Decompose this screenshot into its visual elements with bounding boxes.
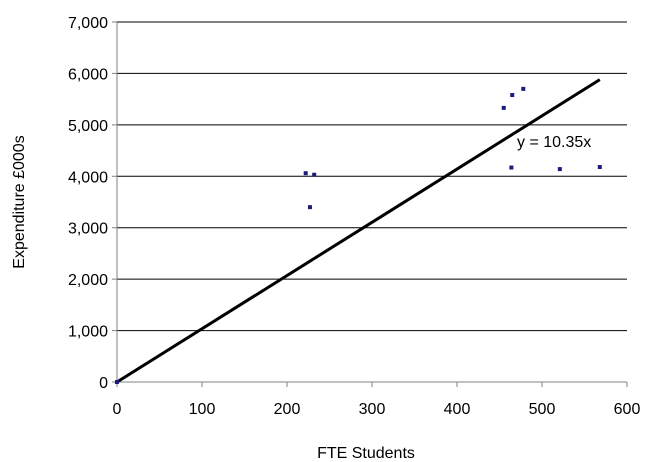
x-tick-label-1: 100 [189, 401, 216, 418]
x-tick-label-6: 600 [614, 401, 641, 418]
data-point-0-1 [303, 171, 308, 176]
data-point-0-8 [557, 167, 562, 172]
data-point-0-5 [509, 165, 514, 170]
y-tick-label-5: 5,000 [68, 118, 108, 135]
data-point-0-3 [312, 172, 317, 177]
x-tick-label-5: 500 [529, 401, 556, 418]
data-point-0-2 [307, 205, 312, 210]
data-points [115, 86, 602, 384]
y-tick-label-4: 4,000 [68, 169, 108, 186]
y-tick-label-6: 6,000 [68, 66, 108, 83]
data-point-0-7 [521, 86, 526, 91]
y-tick-label-7: 7,000 [68, 15, 108, 32]
tick-labels: 0 1,000 2,000 3,000 4,000 5,000 6,000 7,000 0 100… [68, 15, 640, 418]
data-point-0-0 [115, 380, 119, 384]
trendline [116, 78, 601, 384]
y-tick-label-2: 2,000 [68, 272, 108, 289]
gridlines [117, 21, 627, 332]
axes [112, 21, 628, 387]
data-point-0-6 [510, 93, 515, 98]
trendline-label: y = 10.35x [517, 134, 591, 151]
trendline-group [116, 78, 601, 384]
x-tick-label-3: 300 [359, 401, 386, 418]
y-axis-title: Expenditure £000s [11, 135, 28, 268]
y-tick-label-1: 1,000 [68, 324, 108, 341]
y-tick-label-0: 0 [99, 375, 108, 392]
y-tick-label-3: 3,000 [68, 221, 108, 238]
x-axis-title: FTE Students [317, 445, 415, 462]
data-point-0-4 [501, 105, 506, 110]
x-tick-label-2: 200 [274, 401, 301, 418]
x-tick-label-0: 0 [113, 401, 122, 418]
data-point-0-9 [597, 165, 602, 170]
x-tick-label-4: 400 [444, 401, 471, 418]
